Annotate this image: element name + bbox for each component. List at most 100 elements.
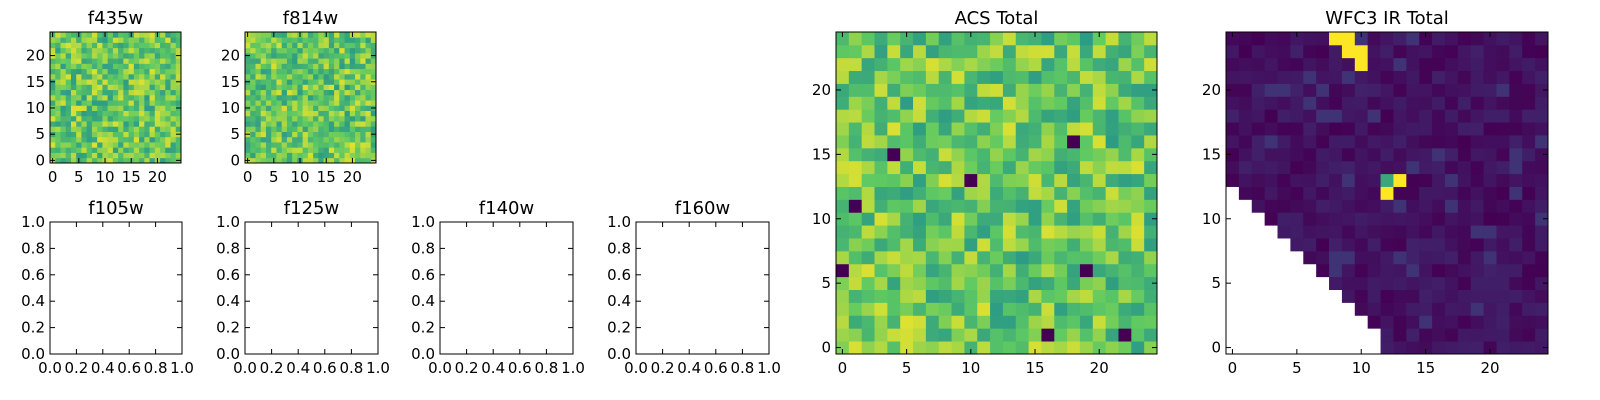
heatmap-cell [1028, 315, 1042, 329]
heatmap-cell [1131, 238, 1145, 252]
heatmap-cell [1105, 315, 1119, 329]
heatmap-cell [938, 44, 952, 59]
heatmap-cell [286, 142, 293, 148]
heatmap-cell [1303, 225, 1317, 239]
heatmap-cell [118, 131, 124, 138]
heatmap-cell [250, 121, 256, 127]
heatmap-cell [250, 52, 256, 59]
heatmap-cell [1329, 160, 1343, 175]
heatmap-cell [70, 52, 77, 59]
y-tick-label: 0 [230, 151, 240, 169]
heatmap-cell [1028, 199, 1042, 213]
heatmap-cell [165, 157, 171, 164]
heatmap-cell [139, 47, 145, 54]
heatmap-cell [1535, 341, 1549, 355]
heatmap-cell [123, 37, 129, 43]
heatmap-cell [1290, 212, 1304, 226]
heatmap-cell [1535, 57, 1549, 72]
heatmap-cell [900, 160, 914, 175]
heatmap-cell [133, 94, 140, 101]
heatmap-cell [1238, 173, 1253, 187]
heatmap-cell [951, 96, 965, 110]
heatmap-cell [1118, 83, 1132, 97]
heatmap-cell [848, 96, 863, 110]
heatmap-cell [281, 68, 288, 75]
heatmap-cell [1535, 250, 1549, 265]
heatmap-cell [91, 136, 98, 143]
heatmap-cell [1367, 212, 1381, 226]
heatmap-cell [1092, 328, 1107, 342]
heatmap-cell [913, 57, 927, 72]
heatmap-cell [964, 328, 978, 342]
heatmap-cell [102, 100, 109, 106]
heatmap-cell [360, 136, 366, 143]
heatmap-cell [81, 52, 88, 59]
heatmap-cell [1432, 212, 1446, 226]
heatmap-cell [349, 37, 356, 43]
heatmap-cell [149, 47, 156, 54]
y-tick-label: 0.0 [411, 345, 435, 363]
heatmap-cell [1015, 147, 1029, 162]
heatmap-cell [86, 79, 93, 85]
heatmap-cell [297, 147, 304, 153]
heatmap-cell [1457, 160, 1472, 175]
heatmap-cell [836, 109, 850, 123]
x-tick-label: 1.0 [757, 359, 781, 377]
y-tick-label: 5 [35, 125, 45, 143]
heatmap-cell [1483, 44, 1497, 59]
x-tick-label: 0.2 [260, 359, 284, 377]
heatmap-cell [276, 89, 283, 96]
heatmap-cell [1354, 109, 1369, 123]
heatmap-cell [1457, 225, 1472, 239]
heatmap-cell [1131, 212, 1145, 226]
heatmap-cell [349, 100, 356, 106]
heatmap-cell [1015, 186, 1029, 200]
heatmap-cell [323, 152, 330, 159]
heatmap-cell [344, 68, 351, 75]
heatmap-cell [1028, 57, 1042, 72]
heatmap-cell [297, 131, 304, 138]
heatmap-cell [1144, 341, 1158, 355]
heatmap-cell [255, 58, 262, 64]
heatmap-cell [1470, 199, 1484, 213]
heatmap-cell [938, 122, 952, 136]
heatmap-cell [951, 135, 965, 149]
heatmap-cell [913, 328, 927, 342]
heatmap-cell [281, 89, 288, 96]
heatmap-cell [874, 83, 888, 97]
heatmap-cell [76, 47, 82, 54]
heatmap-cell [1316, 160, 1330, 175]
heatmap-cell [286, 147, 293, 153]
heatmap-cell [1406, 328, 1420, 342]
heatmap-cell [887, 199, 901, 213]
heatmap-cell [260, 37, 267, 43]
heatmap-cell [1393, 276, 1407, 290]
heatmap-cell [977, 328, 991, 342]
heatmap-cell [1316, 250, 1330, 265]
heatmap-cell [70, 68, 77, 75]
heatmap-cell [1329, 250, 1343, 265]
heatmap-cell [97, 79, 103, 85]
heatmap-cell [1238, 160, 1253, 175]
heatmap-cell [1457, 83, 1472, 97]
heatmap-cell [91, 37, 98, 43]
heatmap-cell [1028, 173, 1042, 187]
heatmap-cell [339, 58, 345, 64]
heatmap-cell [344, 126, 351, 132]
heatmap-cell [848, 83, 863, 97]
heatmap-cell [1444, 250, 1459, 265]
heatmap-cell [334, 73, 340, 80]
heatmap-cell [1354, 238, 1369, 252]
heatmap-cell [60, 94, 67, 101]
heatmap-cell [334, 84, 340, 91]
heatmap-cell [355, 89, 361, 96]
heatmap-cell [123, 121, 129, 127]
heatmap-cell [112, 131, 119, 138]
heatmap-cell [1277, 212, 1291, 226]
heatmap-cell [139, 73, 145, 80]
heatmap-cell [70, 131, 77, 138]
heatmap-cell [1041, 44, 1055, 59]
heatmap-cell [160, 89, 166, 96]
heatmap-cell [1470, 186, 1484, 200]
heatmap-cell [1277, 186, 1291, 200]
